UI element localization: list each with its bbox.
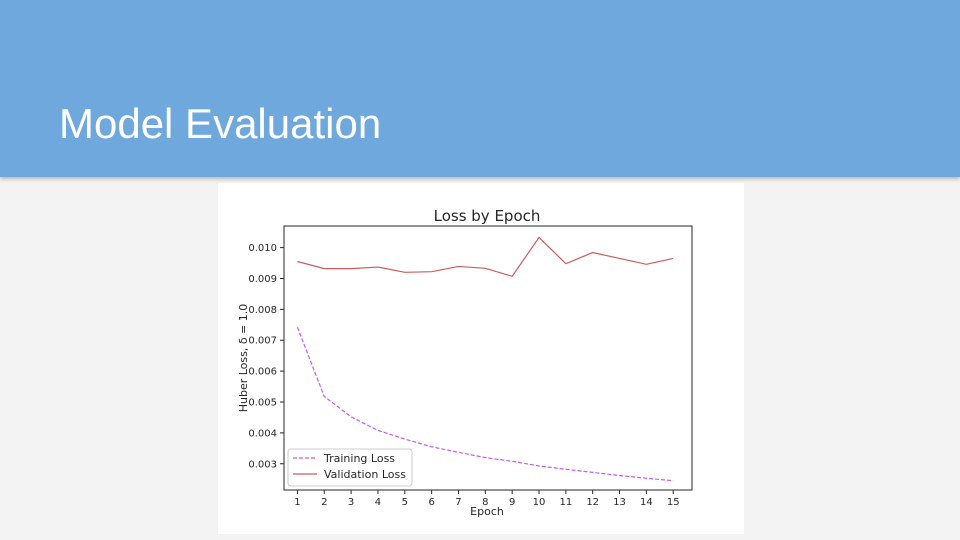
x-tick-label: 12	[586, 497, 599, 508]
chart-title: Loss by Epoch	[434, 207, 541, 225]
x-axis-label: Epoch	[470, 505, 504, 518]
plot-area	[283, 225, 693, 491]
slide-title: Model Evaluation	[59, 100, 382, 147]
x-tick-label: 8	[482, 497, 488, 508]
x-tick-label: 15	[667, 497, 680, 508]
y-axis-label: Huber Loss, δ = 1.0	[237, 304, 250, 413]
x-axis-ticks: 1 2 3 4 5 6 7 8 9 10 11 12 13 14 15	[294, 490, 680, 508]
y-tick-label: 0.008	[248, 305, 277, 316]
x-tick-label: 14	[640, 497, 653, 508]
x-tick-label: 4	[375, 497, 381, 508]
x-tick-label: 1	[294, 497, 300, 508]
y-axis-ticks: 0.003 0.004 0.005 0.006 0.007 0.008 0.009 0.010	[248, 243, 284, 470]
legend-label-training-loss: Training Loss	[323, 452, 395, 465]
y-tick-label: 0.007	[248, 336, 277, 347]
loss-chart: Loss by Epoch 0.0030.0040.0050.0060.0070…	[237, 207, 693, 518]
y-tick-label: 0.003	[248, 459, 277, 470]
x-tick-label: 2	[321, 497, 327, 508]
legend: Training Loss Validation Loss	[287, 448, 413, 487]
x-tick-label: 11	[559, 497, 572, 508]
header-band	[0, 0, 960, 177]
legend-box	[287, 448, 413, 487]
series-line-validation-loss	[297, 236, 674, 278]
series-line-training-loss	[296, 327, 674, 482]
legend-label-validation-loss: Validation Loss	[324, 468, 406, 481]
y-tick-label: 0.004	[248, 428, 277, 439]
x-tick-label: 9	[509, 497, 515, 508]
x-tick-label: 3	[348, 497, 354, 508]
x-tick-label: 7	[455, 497, 461, 508]
y-tick-label: 0.005	[248, 398, 277, 409]
x-tick-label: 5	[402, 497, 408, 508]
y-tick-label: 0.009	[248, 274, 277, 285]
y-tick-label: 0.006	[248, 367, 277, 378]
series-lines	[296, 236, 674, 482]
x-tick-label: 10	[533, 497, 546, 508]
y-tick-label: 0.010	[248, 243, 277, 254]
chart-card: Loss by Epoch 0.003 0.004 0.005 0.006 0.007 0…	[218, 183, 744, 534]
x-tick-label: 13	[613, 497, 626, 508]
x-tick-label: 6	[428, 497, 434, 508]
